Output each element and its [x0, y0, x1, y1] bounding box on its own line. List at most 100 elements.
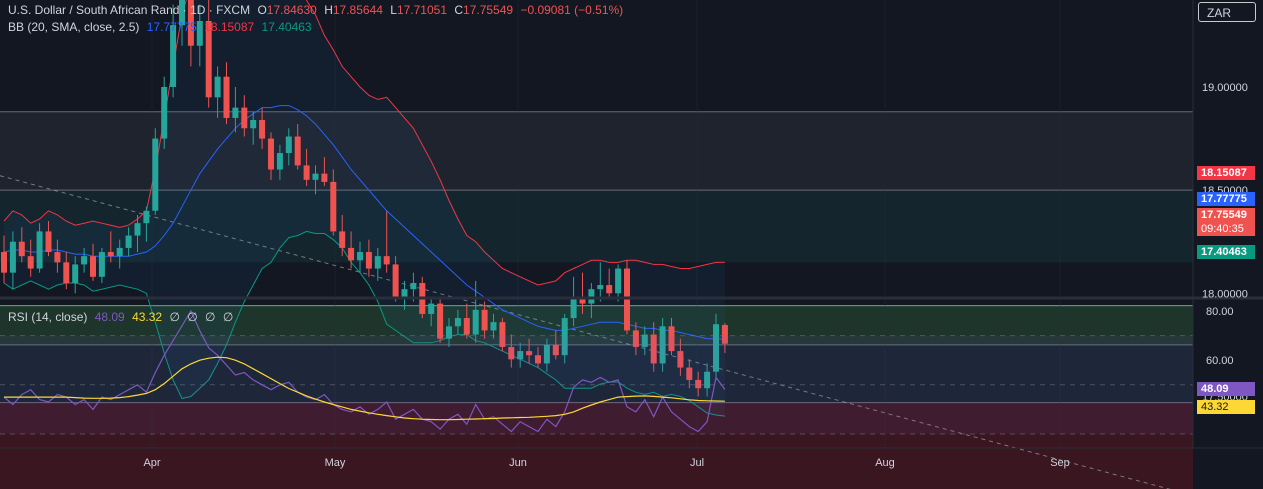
candle: [312, 165, 319, 195]
candle: [259, 107, 266, 149]
candle-body: [223, 76, 230, 118]
candle-body: [179, 0, 185, 26]
candle-body: [543, 344, 550, 364]
candle: [454, 309, 461, 335]
candle: [45, 221, 52, 257]
candle: [72, 256, 79, 294]
candle: [463, 303, 470, 339]
rsi-value: 48.09: [94, 310, 125, 324]
candle: [721, 322, 728, 354]
price-tick-label: 19.00000: [1202, 82, 1248, 94]
candle: [606, 268, 613, 298]
candle-body: [312, 173, 319, 180]
candle: [143, 206, 150, 242]
candle: [250, 111, 257, 145]
candle-body: [659, 326, 666, 364]
candle-body: [330, 181, 337, 232]
candle-body: [499, 322, 506, 347]
candle: [481, 301, 488, 339]
candle: [615, 264, 622, 302]
candle: [98, 247, 105, 283]
candle: [561, 313, 568, 364]
candle-body: [365, 252, 372, 269]
time-tick-label: Jun: [509, 457, 527, 469]
candle-body: [686, 367, 693, 380]
candlestick-series: [1, 0, 728, 397]
rsi-empty-3: ∅: [205, 310, 216, 324]
candle-body: [437, 303, 444, 339]
candle-body: [18, 241, 25, 257]
rsi-empty-1: ∅: [169, 310, 180, 324]
candle: [27, 239, 34, 277]
low-value: L17.71051: [390, 3, 448, 17]
candle: [18, 227, 25, 263]
candle: [597, 262, 604, 302]
candle: [9, 231, 16, 290]
candle-body: [668, 326, 675, 352]
candle: [677, 338, 684, 376]
time-tick-label: Apr: [143, 457, 160, 469]
candle-body: [348, 247, 355, 261]
last-price-badge: 17.75549: [1197, 208, 1255, 222]
candle: [650, 322, 657, 372]
candle: [552, 330, 559, 360]
candle-body: [606, 285, 613, 294]
candle-body: [143, 210, 150, 224]
currency-button[interactable]: ZAR: [1198, 2, 1256, 22]
bb-fill: [4, 0, 725, 417]
candle: [517, 342, 524, 368]
bb-basis-value: 17.77775: [146, 20, 197, 34]
candle-body: [170, 25, 177, 87]
price-tick-label: 18.00000: [1202, 288, 1248, 300]
rsi-empty-2: ∅: [187, 310, 198, 324]
candle-body: [650, 334, 657, 364]
candle-body: [241, 107, 248, 129]
candle: [535, 346, 541, 368]
zone-band-green: [0, 305, 1193, 345]
bb-label: BB (20, SMA, close, 2.5): [8, 20, 140, 34]
candle-body: [9, 241, 16, 273]
candle: [632, 322, 639, 356]
candle-body: [552, 344, 559, 356]
bb-basis-badge: 17.77775: [1197, 192, 1255, 206]
rsi-tick-label: 80.00: [1206, 306, 1234, 318]
candle: [1, 235, 7, 283]
bb-legend[interactable]: BB (20, SMA, close, 2.5) 17.77775 18.150…: [8, 20, 316, 34]
candle-body: [383, 256, 390, 265]
candle: [570, 276, 577, 327]
symbol-legend[interactable]: U.S. Dollar / South African Rand · 1D · …: [8, 3, 627, 17]
candle-body: [27, 256, 34, 269]
candle: [54, 239, 61, 273]
rsi-badge: 48.09: [1197, 382, 1255, 396]
rsi-legend[interactable]: RSI (14, close) 48.09 43.32 ∅ ∅ ∅ ∅: [8, 310, 237, 324]
bollinger-bands: [0, 0, 1171, 489]
bb-upper-line: [3, 0, 725, 286]
bb-lower-line: [3, 230, 725, 417]
candle: [526, 338, 533, 364]
candle-body: [90, 256, 96, 277]
bb-upper-badge: 18.15087: [1197, 166, 1255, 180]
candle-body: [454, 318, 461, 327]
candle: [428, 297, 435, 327]
candle-body: [98, 252, 105, 277]
candle: [321, 157, 328, 187]
candle-body: [45, 231, 52, 253]
zone-band-dark-green: [0, 344, 1193, 403]
candle: [695, 371, 702, 397]
candle-body: [472, 309, 479, 335]
candle-body: [597, 285, 604, 290]
candle: [543, 338, 550, 372]
candle-body: [704, 371, 711, 389]
candle-body: [721, 325, 728, 344]
candle: [116, 239, 123, 269]
candle: [713, 313, 719, 380]
zone-band-teal: [0, 190, 1193, 263]
candle-body: [561, 318, 568, 356]
bb-basis-line: [3, 105, 725, 340]
candle-body: [1, 252, 7, 273]
candle-body: [268, 138, 274, 170]
candle: [357, 241, 363, 273]
candle: [241, 95, 248, 137]
candle-body: [134, 223, 141, 236]
